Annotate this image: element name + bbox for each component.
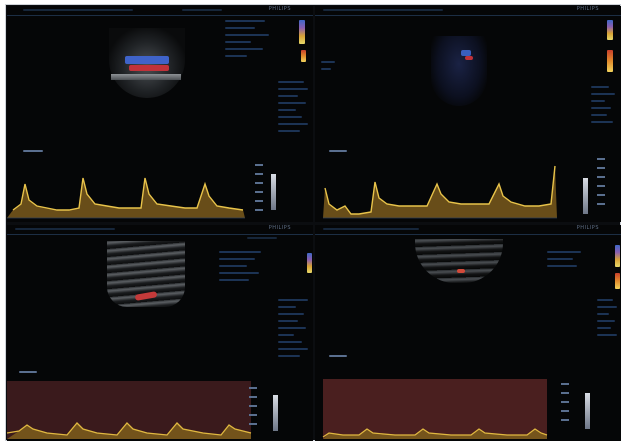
spectral-doppler-trace bbox=[7, 371, 313, 441]
vessel-color-flow bbox=[465, 56, 473, 60]
ultrasound-panel-top-left: PHILIPS bbox=[7, 6, 313, 222]
ultrasound-panel-bottom-right: PHILIPS bbox=[315, 225, 621, 441]
spectral-doppler-trace bbox=[315, 148, 621, 220]
gain-bar bbox=[271, 174, 276, 210]
vessel-color-flow bbox=[129, 65, 169, 71]
panel-header: PHILIPS bbox=[315, 225, 621, 235]
vessel-color-flow bbox=[125, 56, 169, 64]
settings-readout bbox=[591, 86, 619, 128]
brand-label: PHILIPS bbox=[576, 6, 599, 12]
panel-header: PHILIPS bbox=[7, 225, 313, 235]
gain-bar bbox=[273, 395, 278, 431]
velocity-scale bbox=[255, 164, 269, 222]
color-scale-bar bbox=[615, 245, 620, 267]
settings-readout bbox=[225, 20, 273, 62]
panel-header: PHILIPS bbox=[315, 6, 621, 16]
settings-readout bbox=[278, 299, 312, 362]
spectral-doppler-trace bbox=[315, 379, 621, 441]
brand-label: PHILIPS bbox=[268, 225, 291, 231]
velocity-scale bbox=[561, 383, 575, 441]
ultrasound-panel-top-right: PHILIPS bbox=[315, 6, 621, 222]
color-scale-bar bbox=[607, 50, 613, 72]
color-scale-bar bbox=[607, 20, 613, 40]
brand-label: PHILIPS bbox=[268, 6, 291, 12]
color-scale-bar bbox=[301, 50, 306, 62]
bmode-image bbox=[415, 239, 503, 283]
gain-bar bbox=[585, 393, 590, 429]
settings-readout bbox=[219, 251, 275, 286]
panel-header: PHILIPS bbox=[7, 6, 313, 16]
gain-bar bbox=[583, 178, 588, 214]
brand-label: PHILIPS bbox=[576, 225, 599, 231]
color-scale-bar bbox=[307, 253, 312, 273]
color-scale-bar bbox=[299, 20, 305, 44]
settings-readout bbox=[321, 61, 341, 75]
ultrasound-panel-bottom-left: PHILIPS bbox=[7, 225, 313, 441]
bmode-image bbox=[431, 36, 487, 106]
settings-readout bbox=[278, 81, 312, 137]
color-scale-bar bbox=[615, 273, 620, 289]
ultrasound-composite: PHILIPS bbox=[5, 4, 621, 441]
velocity-scale bbox=[597, 158, 611, 220]
vessel-color-flow bbox=[461, 50, 471, 56]
settings-readout bbox=[547, 251, 591, 272]
settings-readout bbox=[597, 299, 619, 341]
vessel-color-flow bbox=[457, 269, 465, 273]
velocity-scale bbox=[249, 387, 263, 441]
vessel-wall bbox=[111, 74, 181, 80]
spectral-doppler-trace bbox=[7, 148, 313, 220]
